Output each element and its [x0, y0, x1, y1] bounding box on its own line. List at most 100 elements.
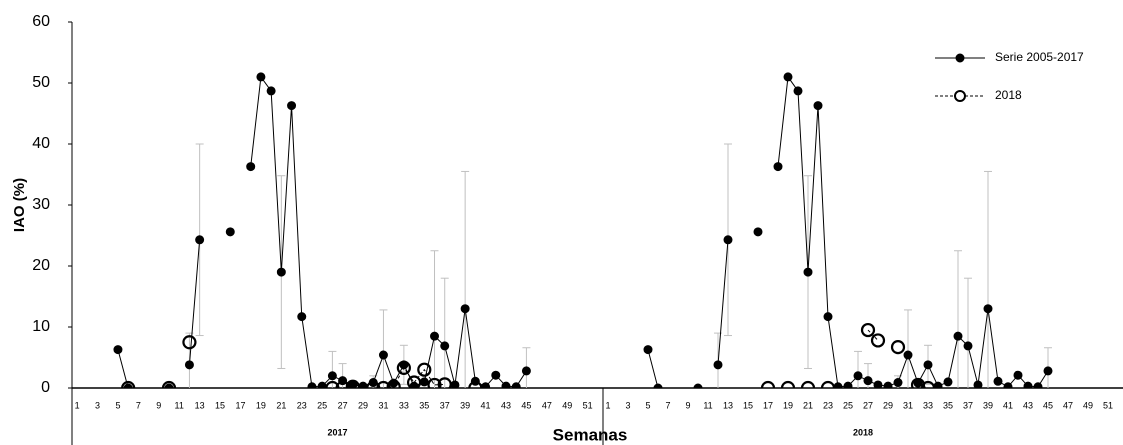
filled-marker [276, 267, 286, 277]
x-tick-label: 49 [1083, 400, 1093, 410]
x-tick-label: 19 [783, 400, 793, 410]
filled-marker [195, 235, 205, 245]
y-tick-label: 40 [32, 135, 50, 152]
filled-marker [287, 101, 297, 111]
filled-marker [409, 381, 419, 388]
filled-marker [491, 370, 501, 380]
open-marker [820, 380, 836, 388]
filled-marker [773, 162, 783, 172]
x-tick-label: 37 [440, 400, 450, 410]
x-tick-label: 11 [175, 400, 184, 410]
x-tick-label: 37 [963, 400, 973, 410]
x-tick-label: 43 [501, 400, 511, 410]
filled-marker [933, 381, 943, 388]
y-tick-label: 30 [32, 196, 50, 213]
filled-marker [123, 383, 133, 388]
legend-label: 2018 [995, 88, 1022, 102]
filled-marker [511, 382, 521, 388]
filled-marker [1033, 382, 1043, 388]
open-marker [386, 379, 401, 388]
x-tick-label: 3 [95, 400, 100, 410]
filled-marker [225, 227, 235, 237]
filled-marker [256, 72, 266, 82]
filled-marker [693, 383, 703, 388]
x-tick-label: 51 [1103, 400, 1113, 410]
legend-marker [954, 90, 966, 102]
x-tick-label: 45 [1043, 400, 1053, 410]
filled-marker [450, 380, 460, 388]
open-marker [468, 380, 483, 388]
x-tick-label: 39 [460, 400, 470, 410]
y-tick-label: 10 [32, 318, 50, 335]
y-tick-label: 60 [32, 13, 50, 30]
x-tick-label: 27 [338, 400, 348, 410]
filled-marker [813, 101, 823, 111]
filled-marker [307, 382, 317, 388]
x-tick-label: 13 [723, 400, 733, 410]
open-marker [890, 340, 906, 355]
filled-marker [317, 381, 327, 388]
open-marker [161, 380, 177, 388]
x-tick-label: 7 [665, 400, 670, 410]
x-tick-label: 5 [115, 400, 120, 410]
filled-marker [419, 377, 429, 387]
x-tick-label: 17 [235, 400, 245, 410]
filled-marker [358, 381, 368, 388]
open-marker [860, 322, 876, 338]
filled-marker [713, 360, 723, 370]
y-tick-label: 20 [32, 257, 50, 274]
filled-marker [266, 86, 276, 96]
filled-marker [883, 381, 893, 388]
x-tick-label: 41 [1003, 400, 1013, 410]
x-tick-label: 25 [317, 400, 327, 410]
filled-marker [753, 227, 763, 237]
x-tick-label: 29 [358, 400, 368, 410]
x-tick-label: 9 [156, 400, 161, 410]
group-label: 2017 [327, 427, 347, 437]
x-tick-label: 49 [562, 400, 572, 410]
open-marker [427, 377, 442, 388]
x-tick-label: 11 [703, 400, 712, 410]
filled-marker [460, 304, 470, 314]
group-label: 2018 [853, 427, 873, 437]
x-tick-label: 41 [481, 400, 491, 410]
legend-marker [955, 53, 965, 63]
filled-marker [873, 380, 883, 388]
x-tick-label: 45 [521, 400, 531, 410]
x-tick-label: 23 [297, 400, 307, 410]
x-tick-label: 31 [378, 400, 388, 410]
open-marker [376, 380, 391, 388]
series-line [647, 75, 1049, 388]
filled-marker [843, 381, 853, 388]
filled-marker [246, 162, 256, 172]
open-marker [780, 380, 796, 388]
x-tick-label: 43 [1023, 400, 1033, 410]
x-tick-label: 33 [923, 400, 933, 410]
filled-marker [803, 267, 813, 277]
x-tick-label: 1 [75, 400, 80, 410]
x-tick-label: 21 [803, 400, 813, 410]
filled-marker [430, 331, 440, 341]
filled-marker [723, 235, 733, 245]
filled-marker [1003, 382, 1013, 388]
filled-marker [521, 366, 531, 376]
x-tick-label: 19 [256, 400, 266, 410]
x-tick-label: 21 [276, 400, 286, 410]
filled-marker [327, 371, 337, 381]
x-tick-label: 51 [583, 400, 593, 410]
filled-marker [993, 376, 1003, 386]
open-marker [325, 380, 340, 388]
filled-marker [943, 377, 953, 387]
x-tick-label: 27 [863, 400, 873, 410]
x-tick-label: 9 [685, 400, 690, 410]
filled-marker [823, 312, 833, 322]
x-tick-label: 15 [215, 400, 225, 410]
x-tick-label: 39 [983, 400, 993, 410]
filled-marker [113, 345, 123, 355]
filled-marker [863, 376, 873, 386]
filled-marker [440, 341, 450, 351]
filled-marker [923, 360, 933, 370]
filled-marker [853, 371, 863, 381]
open-marker [406, 375, 422, 388]
x-tick-label: 13 [195, 400, 205, 410]
